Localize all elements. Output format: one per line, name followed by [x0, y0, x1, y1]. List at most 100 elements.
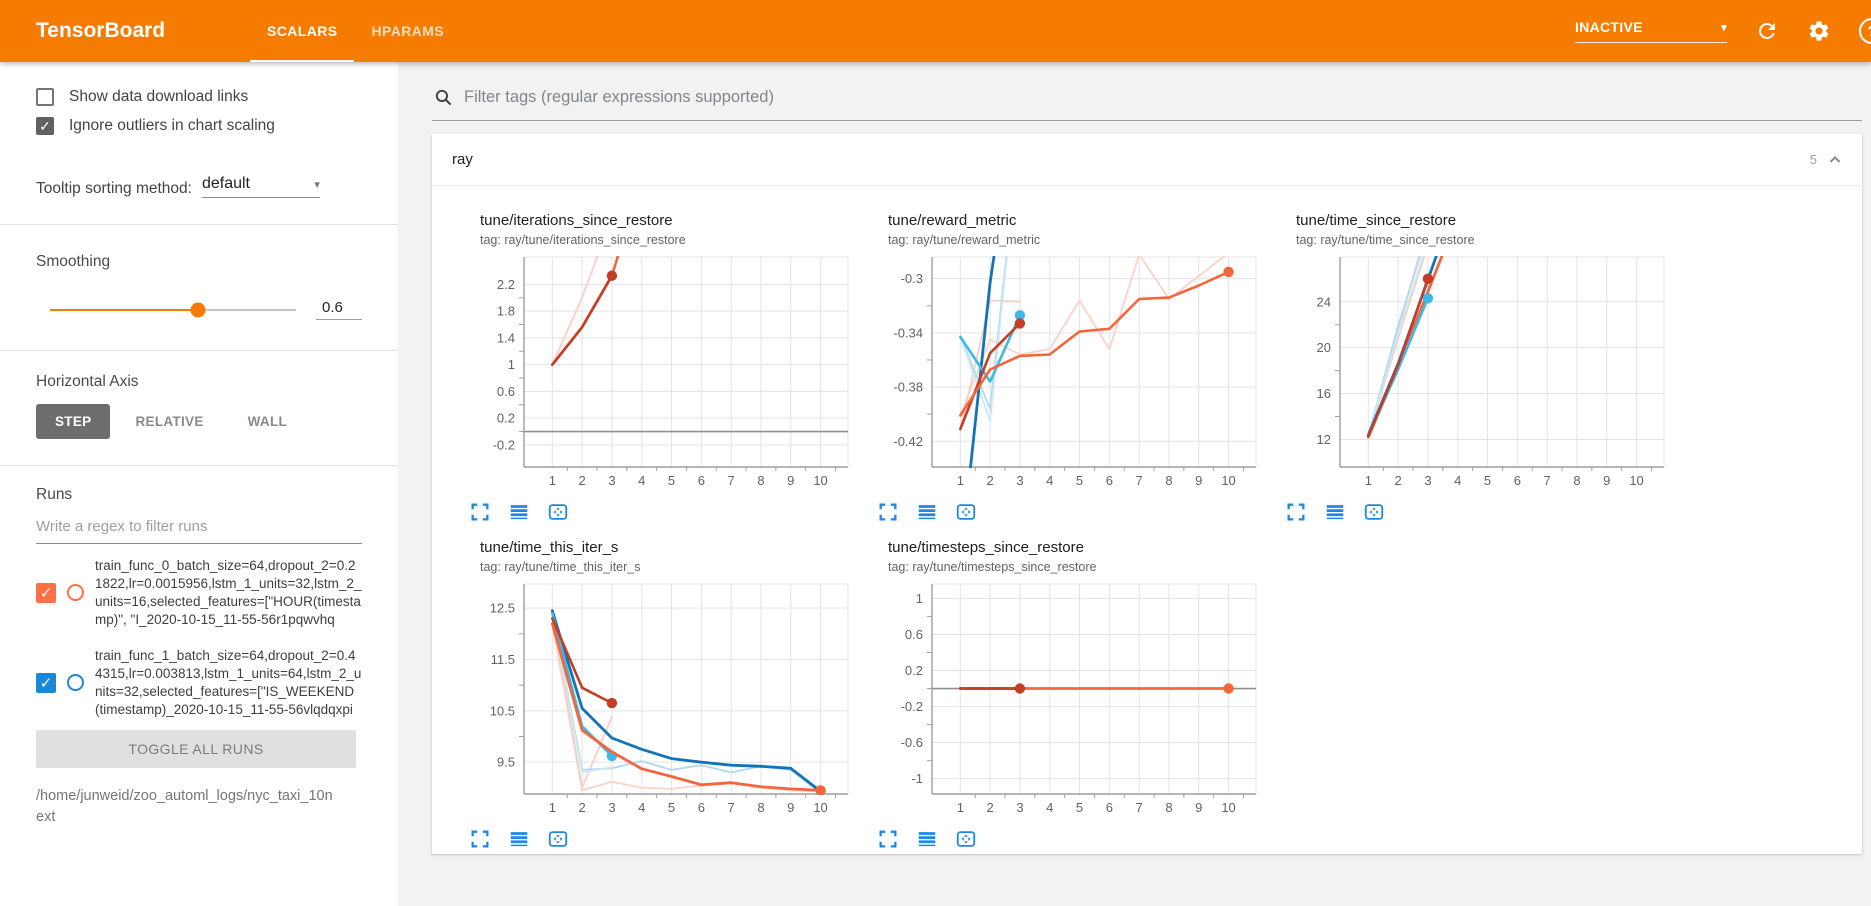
fit-domain-icon[interactable]: [547, 828, 569, 850]
svg-text:6: 6: [1514, 473, 1521, 488]
svg-text:0.2: 0.2: [497, 411, 515, 426]
svg-text:9: 9: [787, 473, 794, 488]
app-title: TensorBoard: [36, 19, 166, 42]
chart-tag: tag: ray/tune/timesteps_since_restore: [888, 560, 1097, 574]
chart-card: tune/iterations_since_restore tag: ray/t…: [454, 212, 862, 523]
svg-text:-1: -1: [911, 771, 923, 786]
help-icon[interactable]: ?: [1859, 18, 1871, 44]
run-item[interactable]: ✓ train_func_0_batch_size=64,dropout_2=0…: [36, 548, 362, 638]
show-download-links-checkbox[interactable]: [36, 88, 54, 106]
expand-chart-icon[interactable]: [877, 828, 899, 850]
smoothing-value-input[interactable]: 0.6: [316, 299, 362, 320]
show-download-links-row[interactable]: Show data download links: [36, 88, 362, 106]
chart-canvas[interactable]: -0.3 -0.34 -0.38 -0.42 1 2 3 4 5 6 7 8 9 10: [862, 249, 1262, 497]
tooltip-sort-select[interactable]: default ▾: [201, 175, 320, 198]
svg-text:9: 9: [1195, 473, 1202, 488]
svg-text:2: 2: [987, 800, 994, 815]
svg-text:3: 3: [1016, 473, 1023, 488]
svg-text:10.5: 10.5: [490, 703, 515, 718]
svg-text:8: 8: [1573, 473, 1580, 488]
chart-tag: tag: ray/tune/time_this_iter_s: [480, 560, 641, 574]
svg-text:1: 1: [549, 800, 556, 815]
section-header[interactable]: ray 5: [432, 134, 1862, 186]
runs-selector-icon[interactable]: [508, 828, 530, 850]
run-item[interactable]: ✓ train_func_1_batch_size=64,dropout_2=0…: [36, 638, 362, 728]
chart-canvas[interactable]: 2.2 1.8 1.4 1 0.6 0.2 -0.2 1 2 3 4 5 6 7 8 9 10: [454, 249, 854, 497]
svg-text:5: 5: [668, 473, 675, 488]
svg-text:9: 9: [1195, 800, 1202, 815]
svg-text:4: 4: [1454, 473, 1461, 488]
svg-text:6: 6: [1106, 800, 1113, 815]
svg-text:7: 7: [728, 800, 735, 815]
expand-chart-icon[interactable]: [1285, 501, 1307, 523]
runs-selector-icon[interactable]: [916, 828, 938, 850]
svg-text:4: 4: [638, 800, 645, 815]
runs-selector-icon[interactable]: [508, 501, 530, 523]
status-label: INACTIVE: [1575, 19, 1643, 35]
axis-step-button[interactable]: STEP: [36, 404, 111, 439]
runs-selector-icon[interactable]: [916, 501, 938, 523]
gear-icon[interactable]: [1807, 19, 1831, 43]
svg-text:7: 7: [1544, 473, 1551, 488]
svg-text:1: 1: [508, 357, 515, 372]
run-checkbox[interactable]: ✓: [36, 582, 56, 603]
charts-grid: tune/iterations_since_restore tag: ray/t…: [432, 186, 1862, 866]
svg-text:11.5: 11.5: [491, 652, 515, 667]
toggle-all-runs-button[interactable]: TOGGLE ALL RUNS: [36, 730, 356, 768]
smoothing-slider[interactable]: [50, 302, 296, 317]
ignore-outliers-checkbox[interactable]: ✓: [36, 117, 54, 135]
ignore-outliers-row[interactable]: ✓ Ignore outliers in chart scaling: [36, 117, 362, 135]
svg-text:3: 3: [608, 800, 615, 815]
slider-thumb[interactable]: [190, 302, 206, 317]
tag-filter-input[interactable]: [464, 88, 1860, 107]
chart-card: tune/reward_metric tag: ray/tune/reward_…: [862, 212, 1270, 523]
axis-wall-button[interactable]: WALL: [247, 414, 288, 429]
fit-domain-icon[interactable]: [955, 501, 977, 523]
runs-selector-icon[interactable]: [1324, 501, 1346, 523]
runs-filter-input[interactable]: [36, 518, 362, 535]
horizontal-axis-section: Horizontal Axis STEP RELATIVE WALL: [0, 351, 398, 466]
expand-chart-icon[interactable]: [469, 501, 491, 523]
chart-canvas[interactable]: 1 0.6 0.2 -0.2 -0.6 -1 1 2 3 4 5 6 7 8 9 10: [862, 576, 1262, 824]
tab-hparams[interactable]: HPARAMS: [371, 23, 445, 39]
svg-text:0.6: 0.6: [905, 627, 923, 642]
refresh-icon[interactable]: [1755, 19, 1779, 43]
tooltip-sort-value: default: [201, 175, 250, 192]
svg-text:6: 6: [698, 473, 705, 488]
section-title: ray: [452, 151, 473, 168]
log-directory-path: /home/junweid/zoo_automl_logs/nyc_taxi_1…: [36, 787, 333, 825]
fit-domain-icon[interactable]: [547, 501, 569, 523]
chevron-up-icon[interactable]: [1826, 151, 1844, 169]
slider-fill: [50, 308, 198, 311]
tab-bar: SCALARS HPARAMS: [250, 0, 461, 62]
expand-chart-icon[interactable]: [469, 828, 491, 850]
smoothing-section: Smoothing 0.6: [0, 225, 398, 351]
svg-text:6: 6: [698, 800, 705, 815]
run-label: train_func_0_batch_size=64,dropout_2=0.2…: [95, 558, 362, 627]
status-dropdown[interactable]: INACTIVE ▾: [1575, 19, 1727, 43]
run-radio[interactable]: [67, 674, 84, 692]
app-header: TensorBoard SCALARS HPARAMS INACTIVE ▾ ?: [0, 0, 1871, 62]
svg-text:8: 8: [757, 473, 764, 488]
axis-relative-button[interactable]: RELATIVE: [135, 414, 204, 429]
svg-text:5: 5: [668, 800, 675, 815]
svg-text:8: 8: [1165, 800, 1172, 815]
run-checkbox[interactable]: ✓: [36, 672, 56, 693]
chart-canvas[interactable]: 12.5 11.5 10.5 9.5 1 2 3 4 5 6 7 8 9 10: [454, 576, 854, 824]
svg-text:2: 2: [579, 473, 586, 488]
svg-text:1: 1: [1365, 473, 1372, 488]
tab-scalars[interactable]: SCALARS: [250, 0, 355, 62]
ray-section-card: ray 5 tune/iterations_since_restore tag:…: [432, 134, 1862, 854]
fit-domain-icon[interactable]: [1363, 501, 1385, 523]
svg-text:3: 3: [1424, 473, 1431, 488]
runs-filter: [36, 518, 362, 544]
svg-text:8: 8: [1165, 473, 1172, 488]
tooltip-sort-label: Tooltip sorting method:: [36, 180, 192, 197]
svg-text:1.8: 1.8: [497, 304, 515, 319]
main-panel: ray 5 tune/iterations_since_restore tag:…: [398, 62, 1871, 906]
fit-domain-icon[interactable]: [955, 828, 977, 850]
expand-chart-icon[interactable]: [877, 501, 899, 523]
svg-text:2: 2: [1395, 473, 1402, 488]
run-radio[interactable]: [67, 584, 84, 602]
